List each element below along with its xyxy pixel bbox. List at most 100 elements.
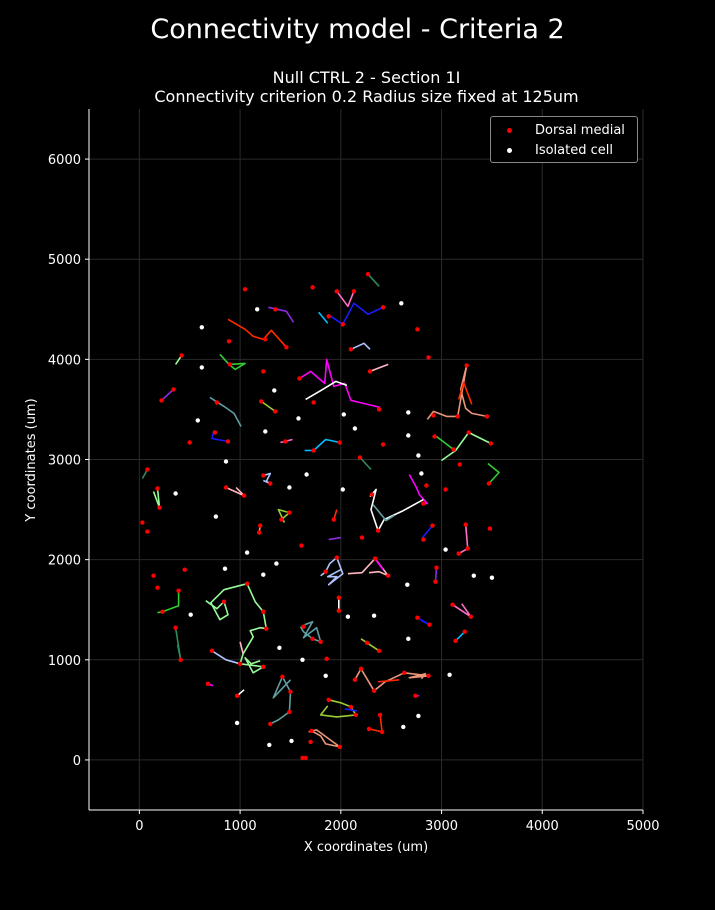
data-point [464, 363, 469, 368]
y-tick-label: 0 [73, 754, 81, 769]
data-point [272, 388, 277, 393]
data-point [399, 301, 404, 306]
data-point [340, 322, 345, 327]
data-point [323, 569, 328, 574]
edge-line [441, 431, 492, 462]
legend-marker [507, 127, 512, 133]
edge-line [421, 525, 434, 539]
data-point [187, 440, 192, 445]
data-point [284, 345, 289, 350]
edge-line [277, 508, 291, 523]
edge-line [487, 462, 500, 485]
data-point [173, 625, 178, 630]
data-point [456, 551, 461, 556]
data-point [357, 455, 363, 460]
edge-line [268, 306, 295, 323]
edge-line [408, 474, 429, 505]
data-point [431, 413, 436, 418]
data-point [380, 442, 386, 447]
data-point [261, 572, 266, 577]
data-point [308, 739, 313, 745]
data-point [145, 467, 150, 472]
edge-line [372, 504, 395, 522]
data-point [406, 410, 411, 415]
edge-line [457, 381, 473, 405]
edge-line [260, 400, 276, 413]
edge-line [304, 438, 340, 452]
data-point [311, 448, 316, 453]
data-point [337, 744, 342, 750]
data-point [287, 485, 292, 490]
x-axis-label: X coordinates (um) [304, 840, 428, 855]
x-tick-label: 5000 [626, 819, 659, 834]
data-point [274, 561, 279, 566]
data-point [371, 613, 377, 618]
data-point [237, 661, 243, 666]
edge-line [269, 675, 292, 725]
data-point [430, 523, 435, 528]
data-point [372, 556, 378, 561]
data-point [255, 307, 260, 312]
data-point [465, 546, 470, 551]
data-point [471, 573, 476, 578]
edge-line [209, 396, 242, 427]
data-point [279, 517, 284, 522]
data-point [419, 471, 424, 476]
data-point [227, 362, 233, 367]
data-point [157, 505, 162, 510]
data-point [242, 287, 248, 292]
grid-lines [89, 109, 644, 810]
edge-line [320, 556, 344, 586]
data-point [336, 595, 341, 600]
edge-line [369, 363, 389, 373]
data-point [326, 314, 331, 319]
edge-line [436, 435, 455, 451]
data-point [310, 285, 315, 290]
data-point [484, 414, 490, 419]
legend-item-dorsal-medial: Dorsal medial [491, 121, 625, 139]
data-point [277, 645, 282, 650]
data-point [424, 483, 429, 488]
chart-title-line1: Null CTRL 2 - Section 1I [272, 68, 461, 87]
data-point [366, 726, 372, 732]
data-point [301, 624, 306, 629]
data-point [296, 416, 301, 421]
data-point [377, 712, 383, 718]
data-point [244, 581, 250, 586]
edge-line [336, 290, 355, 308]
data-point [299, 543, 304, 548]
edge-line [328, 536, 341, 541]
y-tick-label: 5000 [48, 253, 81, 268]
x-tick-label: 2000 [324, 819, 357, 834]
data-point [359, 535, 365, 540]
legend-marker [507, 147, 512, 153]
data-point [178, 657, 183, 662]
data-point [323, 673, 328, 678]
legend-label: Isolated cell [535, 142, 613, 158]
edge-line [219, 353, 246, 371]
data-point [263, 429, 268, 434]
data-point [155, 585, 160, 590]
data-point [241, 493, 247, 498]
data-point [221, 599, 227, 604]
data-point [199, 325, 204, 330]
data-point [462, 629, 467, 634]
data-point [244, 550, 250, 555]
data-point [182, 567, 187, 572]
data-point [287, 709, 292, 715]
data-point [386, 573, 391, 578]
data-point [273, 307, 278, 312]
edge-line [426, 364, 488, 420]
data-point [222, 566, 228, 571]
data-point [416, 713, 421, 719]
data-point [300, 657, 305, 662]
data-point [273, 409, 278, 414]
data-point [457, 462, 462, 467]
data-point [159, 398, 164, 403]
data-point [261, 473, 266, 478]
data-point [257, 530, 262, 535]
data-point [213, 514, 219, 519]
x-tick-label: 4000 [526, 819, 559, 834]
data-point [300, 755, 305, 761]
